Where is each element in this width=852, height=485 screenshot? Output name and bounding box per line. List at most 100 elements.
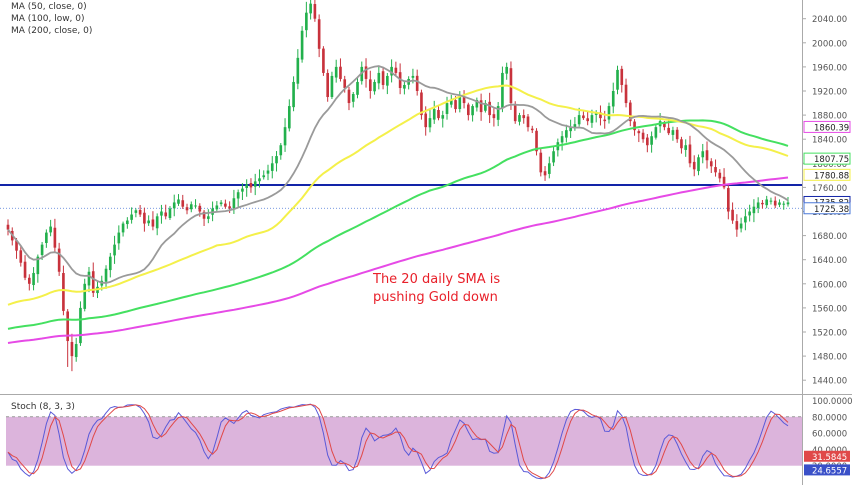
candle-body <box>219 202 223 205</box>
candle-body <box>270 163 274 171</box>
candle-body <box>32 272 35 286</box>
candle-body <box>151 219 155 227</box>
price-label-box <box>803 120 851 133</box>
candle-body <box>432 109 436 120</box>
ma100-line <box>7 119 789 330</box>
candle-body <box>283 127 287 146</box>
candle-body <box>624 84 628 104</box>
stoch-tick-label: 100.0000 <box>812 397 852 407</box>
candle-body <box>705 150 709 161</box>
candle-body <box>62 273 65 311</box>
candle-body <box>701 151 705 158</box>
candle-body <box>15 240 18 251</box>
candle-body <box>381 71 385 85</box>
candle-body <box>663 122 666 128</box>
candle-body <box>108 256 112 271</box>
price-label-box <box>803 168 851 181</box>
price-label-box <box>803 152 851 165</box>
candle-body <box>215 205 219 210</box>
stoch-band <box>6 416 802 466</box>
stoch-d-line <box>7 403 789 479</box>
legend-ma50: MA (50, close, 0) <box>11 2 87 12</box>
candle-body <box>343 79 347 88</box>
candle-body <box>454 100 457 110</box>
legend-ma200: MA (200, close, 0) <box>11 26 93 36</box>
candle-body <box>667 127 670 134</box>
candle-body <box>709 161 713 167</box>
candle-body <box>526 116 530 128</box>
price-tick-label: 1680.00 <box>812 232 847 242</box>
candle-body <box>445 103 449 114</box>
candle-body <box>356 81 359 95</box>
candle-body <box>492 114 496 119</box>
candle-body <box>697 157 700 172</box>
candle-body <box>590 115 594 123</box>
candle-body <box>646 137 649 146</box>
candle-body <box>368 79 372 91</box>
candle-body <box>394 67 398 73</box>
candle-body <box>761 202 764 205</box>
candle-body <box>714 167 717 173</box>
candle-body <box>773 200 777 206</box>
candle-body <box>126 220 129 225</box>
candle-body <box>552 151 555 163</box>
price-tick-label: 1840.00 <box>812 136 847 146</box>
candle-body <box>296 57 300 84</box>
candle-body <box>471 106 474 116</box>
candle-body <box>424 113 428 128</box>
price-tick-label: 1440.00 <box>812 377 847 387</box>
candle-body <box>718 172 722 179</box>
candle-body <box>330 75 334 97</box>
stoch-tick-label: 60.0000 <box>812 430 847 440</box>
candle-body <box>475 100 479 108</box>
candle-body <box>501 72 504 108</box>
candle-body <box>437 109 440 119</box>
price-tick-label: 1520.00 <box>812 329 847 339</box>
candle-body <box>57 248 61 272</box>
candle-body <box>236 192 240 199</box>
candle-body <box>484 103 487 111</box>
candle-body <box>603 119 607 122</box>
candle-body <box>641 132 645 140</box>
price-tick-label: 2040.00 <box>812 15 847 25</box>
candle-body <box>420 92 423 116</box>
candle-body <box>189 204 193 210</box>
candle-body <box>748 211 751 216</box>
candle-body <box>620 68 624 85</box>
candle-body <box>479 100 483 113</box>
annotation-line-1: The 20 daily SMA is <box>372 272 500 287</box>
candle-body <box>611 91 615 107</box>
candle-body <box>756 202 760 209</box>
candle-body <box>458 97 462 109</box>
price-label-text: 1725.38 <box>814 205 849 215</box>
candle-body <box>727 188 730 212</box>
ma200-line <box>7 176 789 344</box>
candle-body <box>373 81 376 92</box>
candle-body <box>441 115 445 119</box>
candle-body <box>535 130 538 152</box>
candle-body <box>782 203 786 205</box>
candle-body <box>253 181 257 187</box>
candle-body <box>364 66 368 79</box>
candle-body <box>275 156 278 164</box>
candle-body <box>113 244 116 256</box>
candle-body <box>66 311 69 342</box>
candle-body <box>241 188 244 192</box>
candle-body <box>70 341 74 357</box>
candle-body <box>202 211 206 219</box>
candle-body <box>411 75 415 78</box>
candle-body <box>560 136 564 143</box>
price-tick-label: 1760.00 <box>812 184 847 194</box>
candle-body <box>675 129 679 140</box>
candle-body <box>786 202 790 205</box>
candle-body <box>194 205 197 207</box>
candle-body <box>45 232 48 243</box>
candle-body <box>722 176 726 188</box>
candle-body <box>616 69 619 90</box>
candle-body <box>386 75 389 86</box>
price-label-box <box>803 202 851 215</box>
candle-body <box>138 209 142 215</box>
annotation-line-2: pushing Gold down <box>373 290 498 305</box>
candle-body <box>79 307 82 344</box>
